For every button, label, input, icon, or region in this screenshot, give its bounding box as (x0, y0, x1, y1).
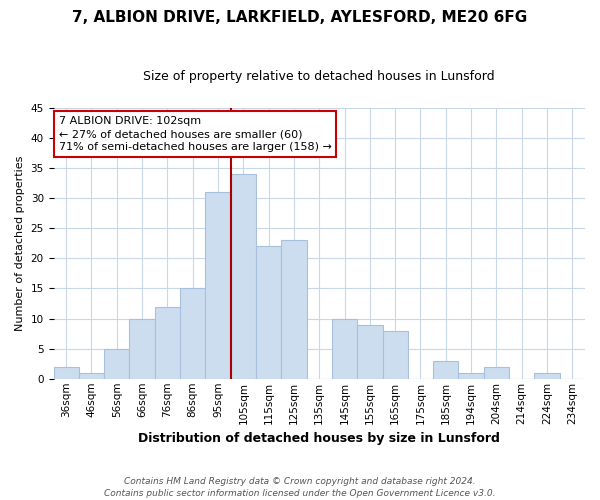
Bar (281, 240, 307, 379)
Bar (458, 372, 484, 379)
Bar (130, 318, 155, 379)
Bar (256, 246, 281, 379)
Bar (79, 372, 104, 379)
Title: Size of property relative to detached houses in Lunsford: Size of property relative to detached ho… (143, 70, 495, 83)
Bar (205, 192, 230, 379)
Text: 7, ALBION DRIVE, LARKFIELD, AYLESFORD, ME20 6FG: 7, ALBION DRIVE, LARKFIELD, AYLESFORD, M… (73, 10, 527, 25)
Bar (230, 174, 256, 379)
Bar (383, 330, 408, 379)
Bar (535, 372, 560, 379)
Bar (332, 318, 357, 379)
Text: 7 ALBION DRIVE: 102sqm
← 27% of detached houses are smaller (60)
71% of semi-det: 7 ALBION DRIVE: 102sqm ← 27% of detached… (59, 116, 332, 152)
Text: Contains HM Land Registry data © Crown copyright and database right 2024.
Contai: Contains HM Land Registry data © Crown c… (104, 476, 496, 498)
X-axis label: Distribution of detached houses by size in Lunsford: Distribution of detached houses by size … (139, 432, 500, 445)
Bar (155, 306, 180, 379)
Bar (180, 288, 205, 379)
Bar (433, 360, 458, 379)
Y-axis label: Number of detached properties: Number of detached properties (15, 156, 25, 331)
Bar (484, 366, 509, 379)
Bar (357, 324, 383, 379)
Bar (53, 366, 79, 379)
Bar (104, 348, 130, 379)
